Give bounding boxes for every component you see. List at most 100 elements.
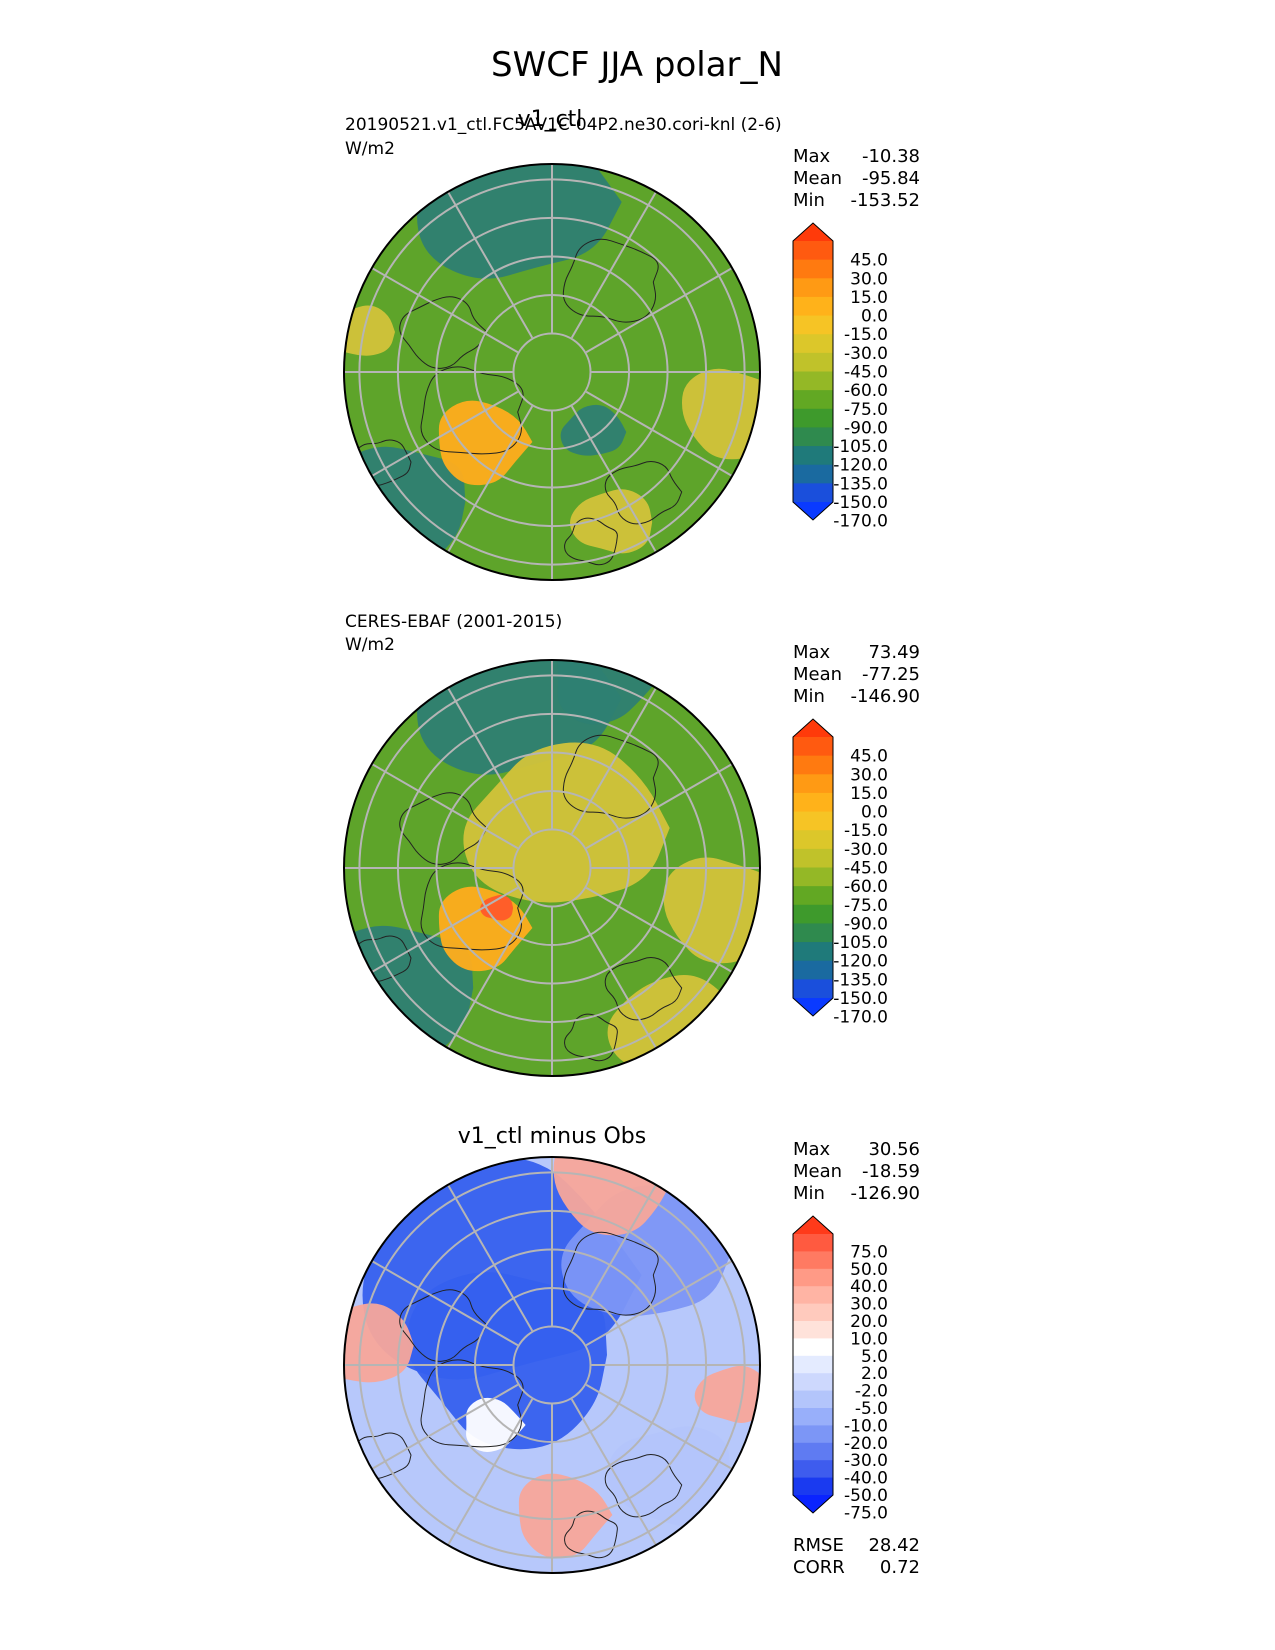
meridian-line [371,886,519,973]
colorbar-segment [793,296,833,317]
coastline [399,1289,488,1362]
panel-difference: v1_ctl minus Obs Max 30.56 Mean -18.59 M… [343,1124,920,1578]
stat-min-label: Min [793,686,825,707]
panel-title: v1_ctl minus Obs [458,1124,646,1149]
stats-block: Max 73.49 Mean -77.25 Min -146.90 [793,642,920,707]
panel-units: W/m2 [345,635,395,655]
colorbar-segment [793,830,833,850]
colorbar-segment [793,904,833,924]
field-patch [570,489,653,554]
colorbar-tick-label: -75.0 [844,896,888,916]
colorbar-segment [793,942,833,962]
colorbar-tick-label: -5.0 [855,1399,888,1419]
colorbar-tick-label: 30.0 [850,269,888,289]
colorbar-segment [793,1338,833,1357]
panel-title: v1_ctl [518,107,583,132]
latitude-circle [512,332,592,412]
colorbar-tick-label: -60.0 [844,877,888,897]
figure-title: SWCF JJA polar_N [491,45,783,85]
meridian-line [447,405,534,553]
colorbar-extend-bottom [793,502,833,520]
colorbar-tick-label: 50.0 [850,1260,888,1280]
colorbar-segment [793,464,833,484]
colorbar-extend-top [793,719,833,737]
colorbar: 45.030.015.00.0-15.0-30.0-45.0-60.0-75.0… [792,718,888,1028]
meridian-line [447,687,534,835]
stat-mean-value: -95.84 [862,168,920,189]
colorbar-segment [793,483,833,503]
meridian-line [585,1260,733,1347]
panel-reference: CERES-EBAF (2001-2015) W/m2 Max 73.49 Me… [343,612,920,1077]
meridian-line [585,886,733,973]
colorbar-segment [793,259,833,279]
colorbar-extend-bottom [793,998,833,1016]
coastline [604,1454,683,1518]
colorbar-outline [792,1215,834,1514]
stat-max-value: 73.49 [868,642,920,663]
map-boundary [343,163,761,581]
stat-min-value: -146.90 [851,686,920,707]
colorbar-tick-label: -40.0 [844,1469,888,1489]
colorbar-segment [793,1355,833,1374]
stat-min-value: -126.90 [851,1183,920,1204]
map-boundary [343,1156,761,1574]
coastline [420,862,524,951]
colorbar-segment [793,886,833,906]
map-field [344,1157,760,1573]
colorbar-tick-label: -20.0 [844,1434,888,1454]
meridian-line [371,763,519,850]
colorbar-tick-label: -150.0 [833,989,888,1009]
meridian-line [585,267,733,354]
coastline [564,1013,618,1062]
colorbar-segment [793,1268,833,1287]
colorbar-tick-label: -10.0 [844,1416,888,1436]
colorbar-segment [793,1251,833,1270]
colorbar: 45.030.015.00.0-15.0-30.0-45.0-60.0-75.0… [792,222,888,532]
colorbar-segment [793,960,833,980]
colorbar-tick-label: 5.0 [861,1347,888,1367]
colorbar-segment [793,371,833,391]
meridian-line [447,1398,534,1546]
meridian-line [371,1260,519,1347]
colorbar-segment [793,1442,833,1461]
graticule [344,1157,760,1573]
colorbar-tick-label: -105.0 [833,933,888,953]
meridian-line [570,901,657,1049]
colorbar-segment [793,774,833,794]
meridian-line [447,1184,534,1332]
colorbar-segment [793,408,833,428]
stats-block: Max -10.38 Mean -95.84 Min -153.52 [793,146,920,211]
colorbar-tick-label: -170.0 [833,1008,888,1028]
colorbar-tick-label: 0.0 [861,307,888,327]
stat-mean-value: -77.25 [862,664,920,685]
colorbar-tick-label: -30.0 [844,840,888,860]
panel-ref-label: CERES-EBAF (2001-2015) [345,612,562,632]
meridian-line [570,405,657,553]
colorbar-segment [793,792,833,813]
rmse-corr-block: RMSE 28.42 CORR 0.72 [793,1535,920,1578]
colorbar-tick-label: -15.0 [844,325,888,345]
field-patch [407,1272,607,1450]
stats-block: Max 30.56 Mean -18.59 Min -126.90 [793,1139,920,1204]
field-patch [438,400,533,486]
stat-mean-value: -18.59 [862,1161,920,1182]
colorbar-tick-label: -120.0 [833,456,888,476]
colorbar-tick-label: 30.0 [850,765,888,785]
colorbar-tick-label: 30.0 [850,1295,888,1315]
colorbar-segment [793,278,833,298]
colorbar-segment [793,427,833,447]
colorbar-tick-label: 15.0 [850,784,888,804]
colorbar-segment [793,1477,833,1496]
field-patch [344,1303,414,1383]
stat-mean-label: Mean [793,1161,842,1182]
colorbar-tick-label: -105.0 [833,437,888,457]
colorbar-tick-label: 45.0 [850,251,888,271]
graticule [344,660,760,1076]
colorbar-tick-label: -75.0 [844,400,888,420]
panel-model: v1_ctl 20190521.v1_ctl.FC5AV1C-04P2.ne30… [343,107,920,581]
colorbar-tick-label: -30.0 [844,344,888,364]
meridian-line [570,191,657,339]
coastline [562,238,659,323]
stat-max-label: Max [793,146,831,167]
